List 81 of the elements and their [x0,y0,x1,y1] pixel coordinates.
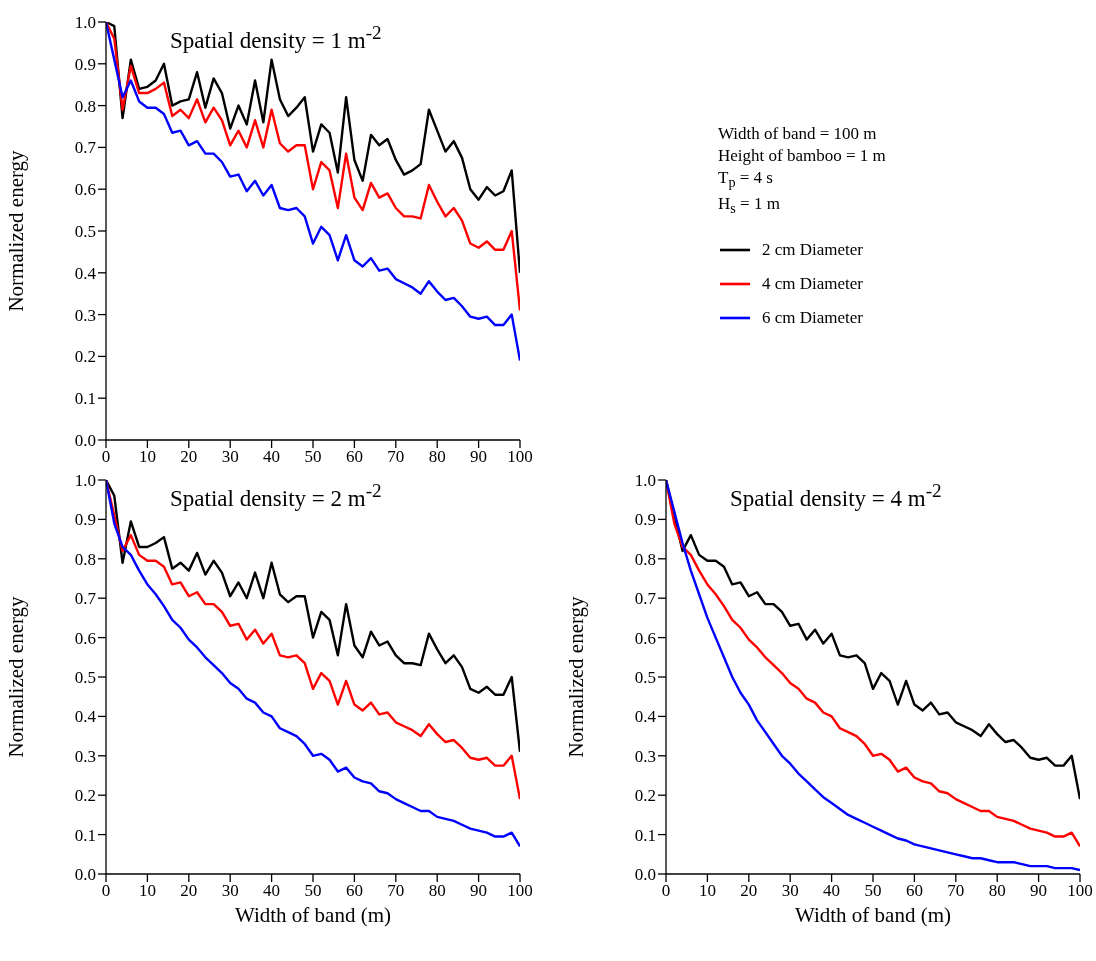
x-tick-label: 20 [740,881,758,901]
x-tick-label: 50 [864,881,882,901]
x-tick-label: 40 [263,447,281,467]
y-tick-label: 0.2 [634,786,656,806]
y-tick-label: 1.0 [74,13,96,33]
y-tick-label: 0.8 [74,96,96,116]
x-tick-label: 20 [180,881,198,901]
chart-title: Spatial density = 4 m$^{-2}$ [730,480,942,512]
x-tick-label: 30 [221,447,239,467]
x-tick-label: 10 [138,881,156,901]
y-tick-label: 0.5 [74,222,96,242]
x-tick-label: 80 [428,447,446,467]
x-tick-label: 30 [221,881,239,901]
y-tick-label: 0.1 [74,389,96,409]
y-tick-label: 0.5 [74,668,96,688]
y-axis-title: Normalized energy [4,149,29,312]
y-tick-label: 0.9 [634,510,656,530]
y-tick-label: 0.1 [634,825,656,845]
x-tick-label: 100 [1067,881,1093,901]
y-tick-label: 0.4 [634,707,657,727]
x-tick-label: 90 [470,447,488,467]
x-tick-label: 70 [387,447,405,467]
x-tick-label: 60 [345,447,363,467]
y-tick-label: 0.7 [634,589,657,609]
y-tick-label: 0.7 [74,138,97,158]
y-tick-label: 0.2 [74,786,96,806]
x-tick-label: 10 [138,447,156,467]
y-tick-label: 0.3 [74,305,96,325]
x-tick-label: 70 [947,881,965,901]
y-axis-title: Normalized energy [564,595,589,758]
chart-title: Spatial density = 2 m$^{-2}$ [170,480,382,512]
x-tick-label: 40 [823,881,841,901]
y-tick-label: 0.3 [74,746,96,766]
y-tick-label: 0.7 [74,589,97,609]
x-tick-label: 100 [507,447,533,467]
x-tick-label: 90 [1030,881,1048,901]
text: Width of band = 100 m [718,123,878,145]
x-tick-label: 0 [101,881,111,901]
text: H$_{s}$ = 1 m [718,193,781,219]
x-tick-label: 60 [905,881,923,901]
x-tick-label: 0 [101,447,111,467]
y-tick-label: 0.6 [74,180,96,200]
x-tick-label: 60 [345,881,363,901]
y-tick-label: 0.2 [74,347,96,367]
x-tick-label: 10 [698,881,716,901]
legend-label: 4 cm Diameter [762,274,864,294]
chart-title: Spatial density = 1 m$^{-2}$ [170,22,382,54]
x-tick-label: 70 [387,881,405,901]
y-tick-label: 0.1 [74,825,96,845]
y-tick-label: 1.0 [74,471,96,491]
y-tick-label: 0.8 [634,549,656,569]
x-tick-label: 80 [988,881,1006,901]
y-tick-label: 0.9 [74,54,96,74]
y-tick-label: 0.0 [634,865,656,885]
text: Height of bamboo = 1 m [718,145,886,167]
y-tick-label: 0.0 [74,865,96,885]
x-tick-label: 100 [507,881,533,901]
y-tick-label: 0.9 [74,510,96,530]
y-tick-label: 0.5 [634,668,656,688]
x-tick-label: 40 [263,881,281,901]
x-tick-label: 90 [470,881,488,901]
x-axis-title: Width of band (m) [793,902,952,928]
legend-label: 6 cm Diameter [762,308,864,328]
y-tick-label: 0.6 [74,628,96,648]
y-tick-label: 0.3 [634,746,656,766]
y-tick-label: 0.4 [74,263,97,283]
y-tick-label: 0.4 [74,707,97,727]
x-tick-label: 80 [428,881,446,901]
y-tick-label: 1.0 [634,471,656,491]
x-tick-label: 30 [781,881,799,901]
x-tick-label: 50 [304,881,322,901]
legend-label: 2 cm Diameter [762,240,864,260]
x-axis-title: Width of band (m) [233,902,392,928]
x-tick-label: 50 [304,447,322,467]
y-tick-label: 0.6 [634,628,656,648]
y-tick-label: 0.8 [74,549,96,569]
text: T$_{p}$ = 4 s [718,167,774,193]
x-tick-label: 20 [180,447,198,467]
x-tick-label: 0 [661,881,671,901]
y-tick-label: 0.0 [74,431,96,451]
y-axis-title: Normalized energy [4,595,29,758]
